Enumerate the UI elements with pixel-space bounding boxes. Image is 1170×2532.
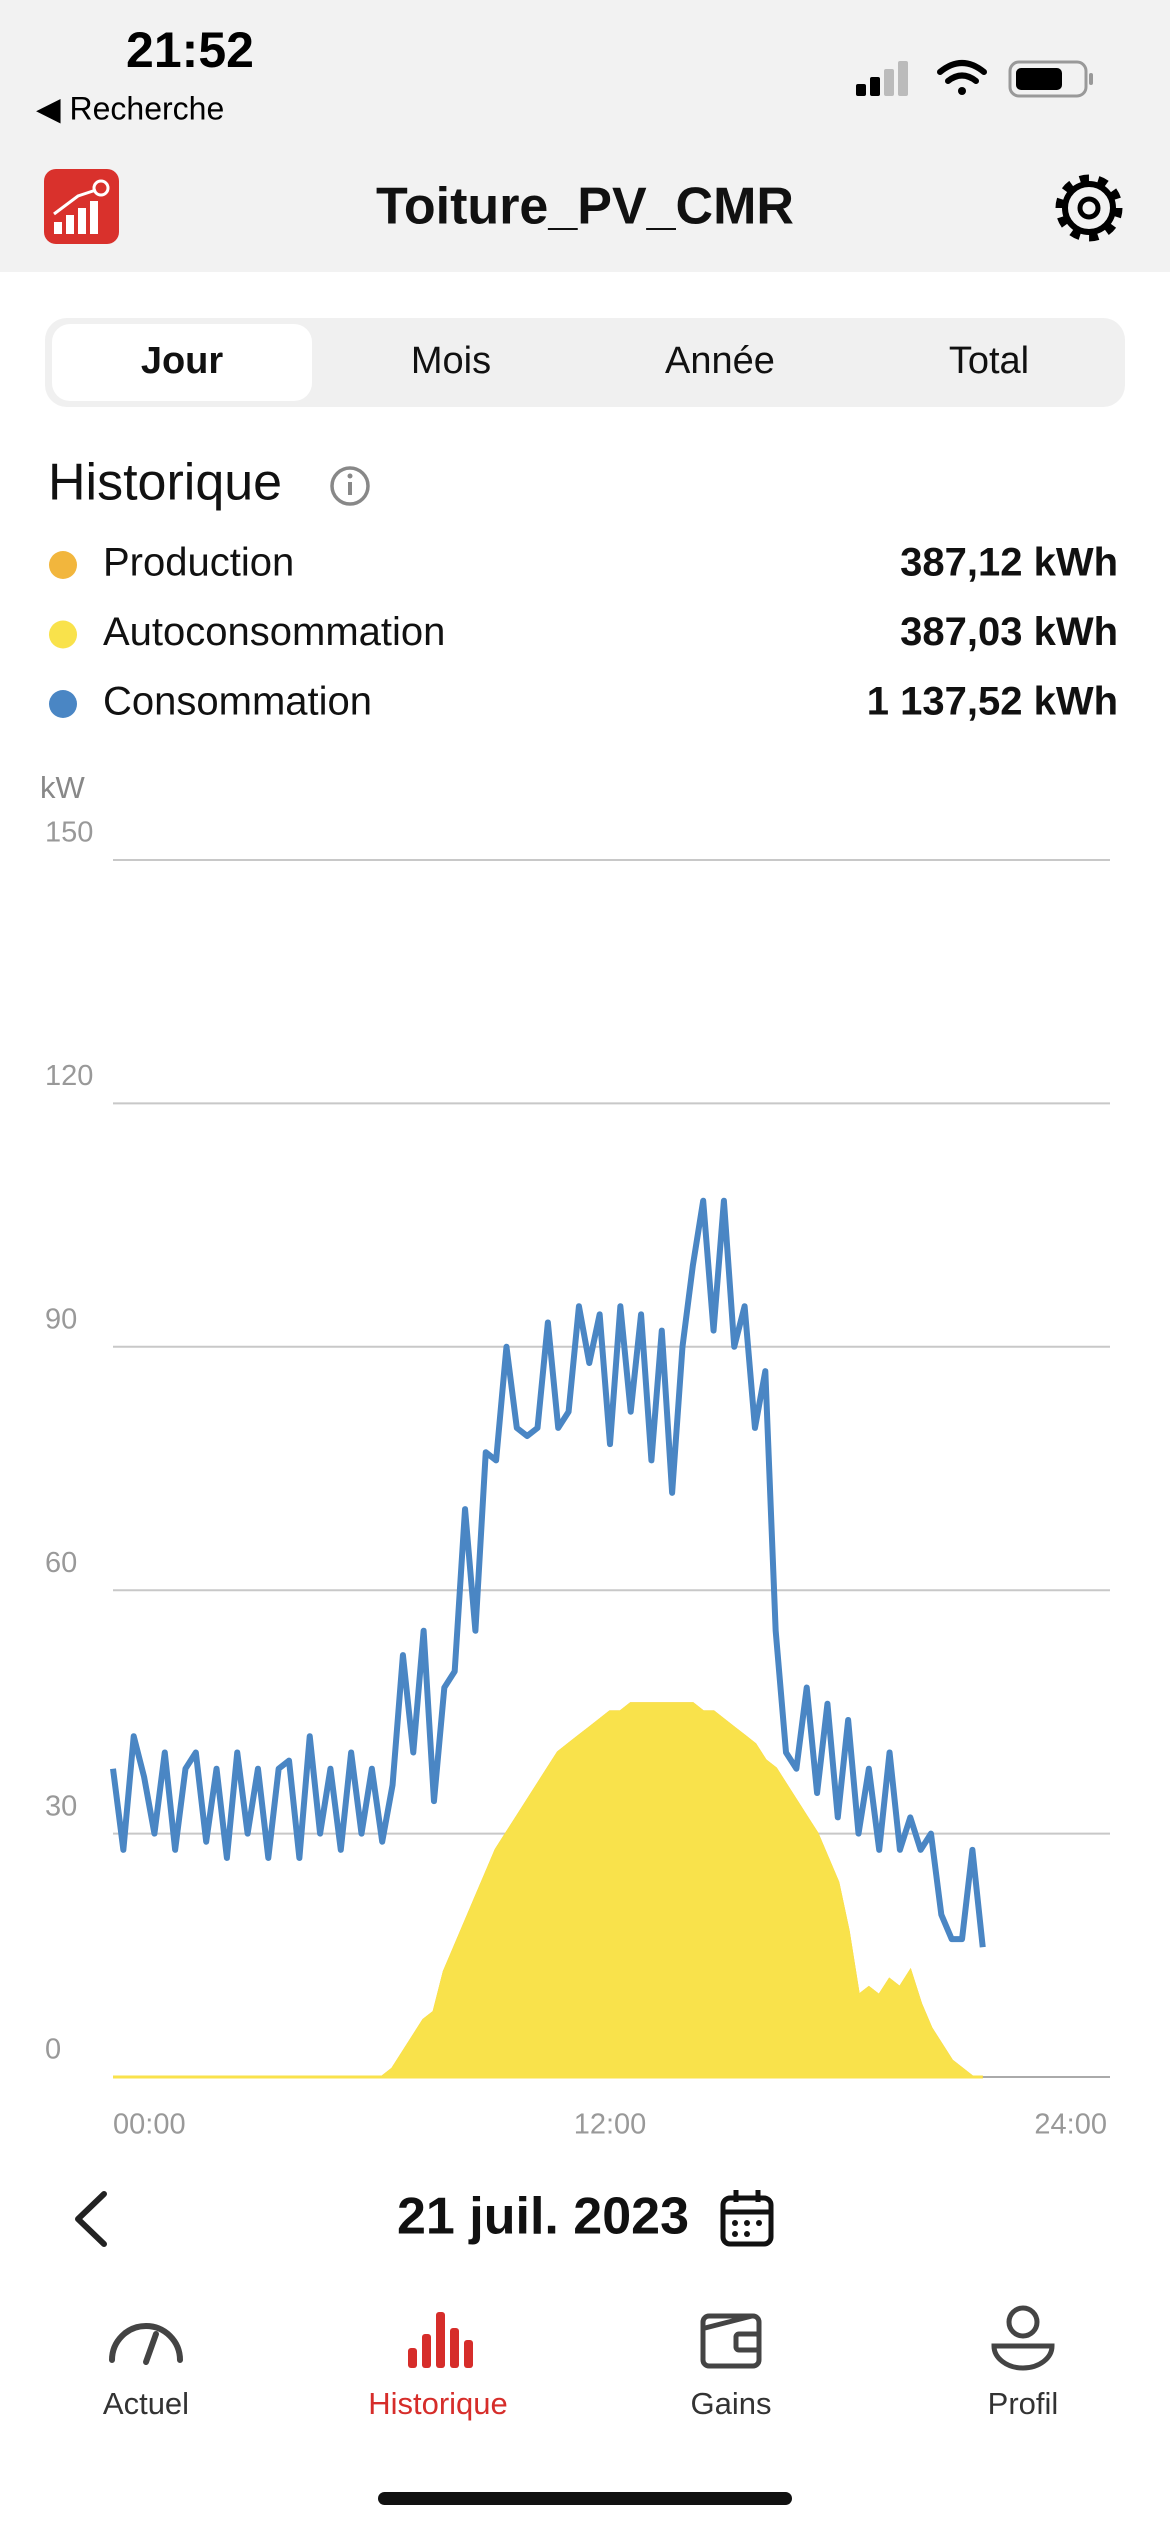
gauge-icon[interactable] <box>109 2323 183 2365</box>
selected-segment <box>52 324 312 401</box>
profile-icon[interactable] <box>991 2305 1055 2371</box>
y-axis-unit: kW <box>40 770 86 805</box>
tab-label[interactable]: Historique <box>368 2386 508 2421</box>
legend-dot <box>49 690 77 718</box>
signal-icon <box>856 61 908 96</box>
y-tick-label: 60 <box>45 1547 77 1579</box>
section-title: Historique <box>48 454 282 512</box>
y-tick-label: 120 <box>45 1060 93 1092</box>
tab-label[interactable]: Profil <box>988 2386 1059 2421</box>
history-icon[interactable] <box>408 2312 473 2368</box>
y-tick-label: 90 <box>45 1303 77 1335</box>
legend-total: 1 137,52 kWh <box>867 680 1118 724</box>
x-tick-label: 00:00 <box>113 2109 186 2141</box>
header-title: Toiture_PV_CMR <box>376 178 794 236</box>
battery-icon <box>1008 60 1093 98</box>
legend-total: 387,12 kWh <box>900 541 1118 585</box>
wallet-icon[interactable] <box>700 2313 762 2369</box>
legend-label: Consommation <box>103 680 372 724</box>
legend-total: 387,03 kWh <box>900 610 1118 654</box>
header-background <box>0 0 1170 272</box>
previous-date[interactable] <box>75 2191 107 2247</box>
x-tick-label: 24:00 <box>1034 2109 1107 2141</box>
info-icon[interactable] <box>330 466 370 506</box>
y-tick-label: 0 <box>45 2034 61 2066</box>
tab-label[interactable]: Actuel <box>103 2386 189 2421</box>
period-tab[interactable]: Jour <box>141 340 224 382</box>
settings-icon[interactable] <box>1055 174 1123 242</box>
period-tab[interactable]: Mois <box>411 340 491 382</box>
home-indicator <box>378 2492 792 2505</box>
x-tick-label: 12:00 <box>574 2109 647 2141</box>
app-icon[interactable] <box>44 169 119 244</box>
legend-dot <box>49 551 77 579</box>
back-link[interactable]: ◀ Recherche <box>36 90 224 126</box>
status-time: 21:52 <box>126 22 254 78</box>
legend-label: Autoconsommation <box>103 610 445 654</box>
period-tab[interactable]: Année <box>665 340 775 382</box>
line-2 <box>110 1197 986 1948</box>
wifi-icon <box>937 60 987 95</box>
tab-label[interactable]: Gains <box>691 2386 772 2421</box>
calendar-icon[interactable] <box>720 2190 774 2247</box>
area-1 <box>113 1702 983 2079</box>
legend-label: Production <box>103 541 294 585</box>
legend-dot <box>49 620 77 649</box>
y-tick-label: 150 <box>45 817 93 849</box>
date-label: 21 juil. 2023 <box>397 2188 689 2246</box>
y-tick-label: 30 <box>45 1790 77 1822</box>
segmented-control <box>45 318 1125 407</box>
period-tab[interactable]: Total <box>949 340 1029 382</box>
